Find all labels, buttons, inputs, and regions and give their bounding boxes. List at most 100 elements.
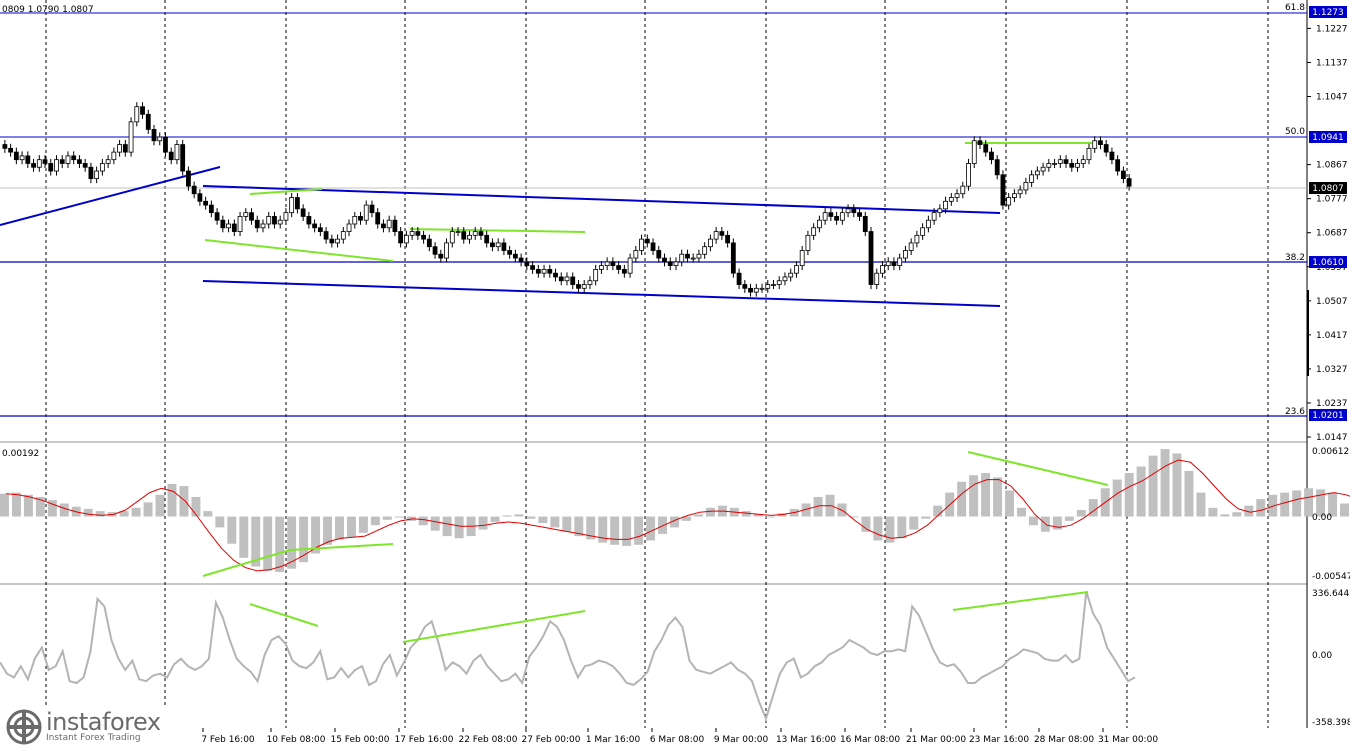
- candle-body: [455, 231, 461, 233]
- candle-body: [897, 257, 903, 267]
- candle-body: [323, 231, 329, 240]
- current-price-text: 1.0807: [1312, 184, 1344, 194]
- macd-bar: [1316, 489, 1326, 517]
- macd-bar: [1136, 466, 1146, 517]
- logo-tagline: Instant Forex Trading: [46, 733, 141, 743]
- candle-body: [352, 216, 358, 225]
- time-label: 15 Feb 00:00: [330, 735, 389, 745]
- macd-bar: [873, 516, 883, 541]
- macd-bar: [215, 516, 225, 528]
- candle-body: [639, 238, 644, 251]
- macd-bar: [227, 516, 237, 544]
- macd-bar: [1232, 512, 1242, 517]
- time-label: 21 Mar 00:00: [906, 735, 966, 745]
- candle-body: [1017, 189, 1023, 195]
- time-label: 10 Feb 08:00: [266, 735, 325, 745]
- panel-backgrounds: [0, 0, 1308, 728]
- candle-body: [36, 159, 42, 168]
- macd-bar: [179, 486, 189, 517]
- candle-body: [920, 227, 926, 236]
- fib-tag-50: [1309, 131, 1347, 143]
- logo-mark-icon: [6, 709, 42, 745]
- candle-body: [237, 216, 243, 232]
- candle-body: [868, 231, 874, 285]
- candle-body: [392, 219, 398, 232]
- macd-bar: [11, 492, 21, 517]
- panel-separator-1: [0, 441, 1307, 443]
- candle-body: [1069, 163, 1075, 168]
- time-label: 31 Mar 00:00: [1098, 735, 1158, 745]
- candle-body: [610, 261, 616, 267]
- macd-bar: [47, 500, 57, 517]
- time-label: 28 Mar 08:00: [1034, 735, 1094, 745]
- macd-bar: [741, 511, 751, 517]
- fib-tag-50-text: 1.0941: [1312, 133, 1344, 143]
- candle-body: [134, 106, 140, 123]
- candle-body: [117, 144, 122, 153]
- candle-body: [1000, 174, 1006, 206]
- candle-body: [191, 185, 197, 195]
- candle-body: [208, 204, 214, 214]
- macd-bar: [753, 514, 763, 517]
- macd-bar: [287, 516, 297, 569]
- candle-body: [122, 144, 128, 153]
- candle-body: [753, 287, 759, 293]
- candle-body: [587, 280, 593, 285]
- macd-bar: [335, 516, 344, 540]
- candle-body: [679, 253, 685, 263]
- fib-tag-61: [1309, 6, 1347, 18]
- candle-body: [633, 250, 639, 259]
- candle-body: [925, 219, 931, 229]
- macd-bar: [993, 477, 1003, 517]
- channel-lower-line: [202, 280, 1001, 307]
- macd-bar: [155, 494, 165, 517]
- trend-lines: [0, 166, 1001, 307]
- candle-body: [59, 159, 65, 164]
- candle-body: [140, 106, 145, 115]
- rising-trendline: [0, 166, 221, 226]
- candle-body: [914, 234, 920, 244]
- price-label: 1.0777: [1316, 195, 1348, 205]
- macd-bar: [957, 481, 967, 517]
- candle-body: [300, 208, 306, 217]
- panel-separator-2: [0, 583, 1307, 585]
- macd-value: 0.00192: [2, 449, 39, 459]
- candle-body: [507, 250, 513, 255]
- candle-body: [272, 216, 277, 225]
- candle-body: [501, 242, 507, 251]
- candle-body: [690, 257, 696, 260]
- candle-body: [31, 163, 36, 168]
- time-label: 22 Feb 08:00: [458, 735, 517, 745]
- macd-bar: [622, 516, 632, 546]
- candle-body: [220, 219, 226, 229]
- macd-tick: 0.00612: [1312, 447, 1349, 457]
- macd-bar: [861, 516, 871, 532]
- macd-bar: [370, 516, 380, 526]
- candle-body: [1057, 159, 1063, 164]
- candle-body: [163, 136, 168, 153]
- candle-body: [702, 246, 708, 255]
- macd-bar: [251, 516, 261, 567]
- candle-body: [604, 261, 610, 267]
- macd-bar: [1208, 507, 1218, 517]
- candle-body: [186, 170, 191, 187]
- candle-body: [599, 265, 604, 270]
- macd-bar: [550, 516, 560, 528]
- macd-bar: [478, 516, 488, 530]
- macd-bar: [670, 516, 679, 528]
- price-label: 1.0687: [1316, 229, 1348, 239]
- macd-bar: [1124, 473, 1134, 517]
- macd-bar: [1005, 490, 1014, 517]
- candle-body: [77, 159, 82, 164]
- candle-body: [966, 163, 971, 187]
- macd-bar: [849, 516, 859, 518]
- macd-bar: [921, 516, 931, 519]
- candle-body: [363, 204, 369, 221]
- candle-body: [386, 219, 392, 229]
- macd-bar: [658, 516, 668, 534]
- macd-bar: [394, 516, 404, 518]
- fib-value-tags: 1.1273 1.0941 1.0610 1.0201 1.0807: [1307, 6, 1347, 421]
- candle-body: [828, 212, 834, 217]
- ohlc-readout: 0809 1.0790 1.0807: [2, 5, 94, 15]
- candle-body: [1120, 170, 1126, 180]
